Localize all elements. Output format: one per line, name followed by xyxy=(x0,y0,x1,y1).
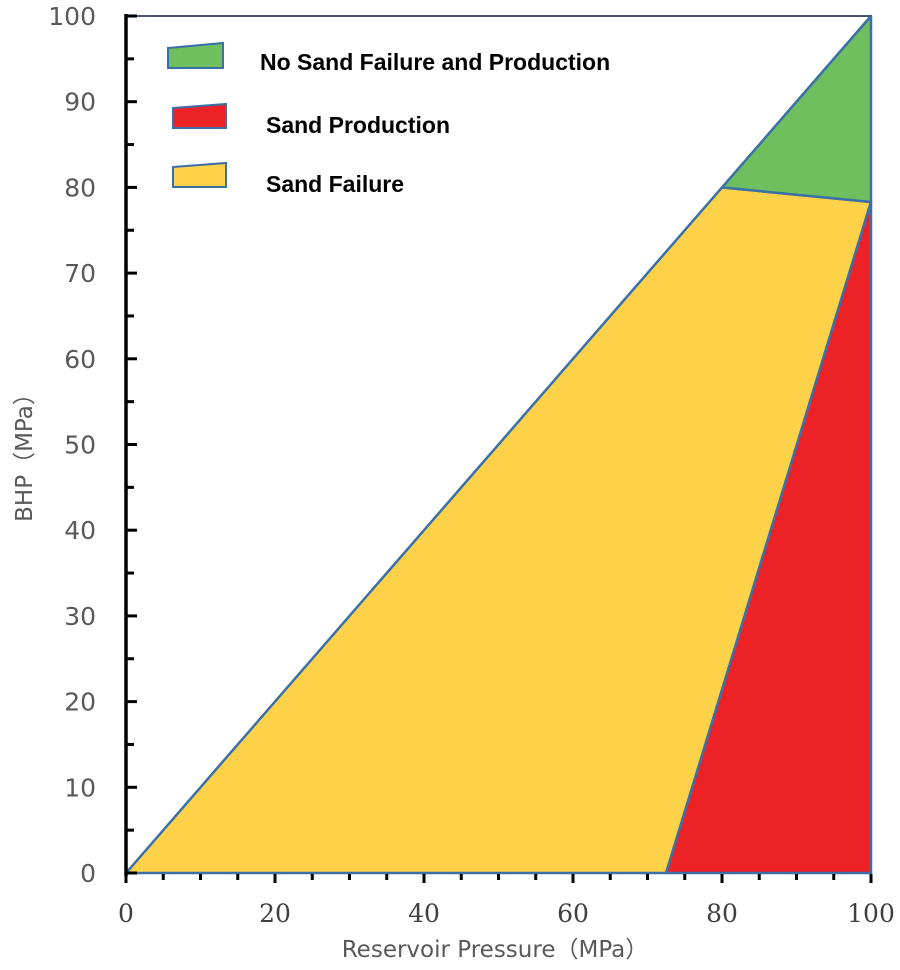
y-axis-tick-labels: 0 10 20 30 40 50 60 70 80 90 100 xyxy=(48,2,96,888)
x-tick-label: 40 xyxy=(408,899,440,928)
y-tick-label: 30 xyxy=(64,602,96,631)
y-tick-label: 70 xyxy=(64,259,96,288)
chart-axes: 0 10 20 30 40 50 60 70 80 90 100 0 20 40 60 80 100 xyxy=(48,2,895,928)
x-tick-label: 0 xyxy=(118,899,134,928)
y-axis-ticks xyxy=(126,14,137,875)
legend-item-sand-failure: Sand Failure xyxy=(172,161,404,197)
y-tick-label: 90 xyxy=(64,88,96,117)
legend-swatch-green-icon xyxy=(167,41,224,69)
y-tick-label: 20 xyxy=(64,688,96,717)
x-tick-label: 80 xyxy=(706,899,738,928)
y-tick-label: 60 xyxy=(64,345,96,374)
y-tick-label: 80 xyxy=(64,173,96,202)
y-tick-label: 50 xyxy=(64,431,96,460)
region-no-sand-failure-and-production xyxy=(720,14,873,204)
x-axis-title: Reservoir Pressure（MPa） xyxy=(342,937,649,963)
x-axis-tick-labels: 0 20 40 60 80 100 xyxy=(118,899,895,928)
chart-regions xyxy=(124,14,873,875)
y-tick-label: 100 xyxy=(48,2,96,31)
x-axis-ticks xyxy=(124,874,873,883)
legend: No Sand Failure and Production Sand Prod… xyxy=(167,41,610,197)
legend-label: Sand Failure xyxy=(266,171,404,197)
legend-label: No Sand Failure and Production xyxy=(260,49,610,75)
legend-item-sand-production: Sand Production xyxy=(172,102,450,138)
y-tick-label: 40 xyxy=(64,516,96,545)
y-tick-label: 10 xyxy=(64,773,96,802)
legend-swatch-yellow-icon xyxy=(172,161,227,188)
x-tick-label: 20 xyxy=(259,899,291,928)
legend-label: Sand Production xyxy=(266,112,450,138)
legend-swatch-red-icon xyxy=(172,102,227,129)
y-tick-label: 0 xyxy=(80,859,96,888)
y-axis-title: BHP（MPa） xyxy=(12,382,38,522)
x-tick-label: 100 xyxy=(847,899,895,928)
legend-item-no-sand-failure: No Sand Failure and Production xyxy=(167,41,610,75)
x-tick-label: 60 xyxy=(557,899,589,928)
